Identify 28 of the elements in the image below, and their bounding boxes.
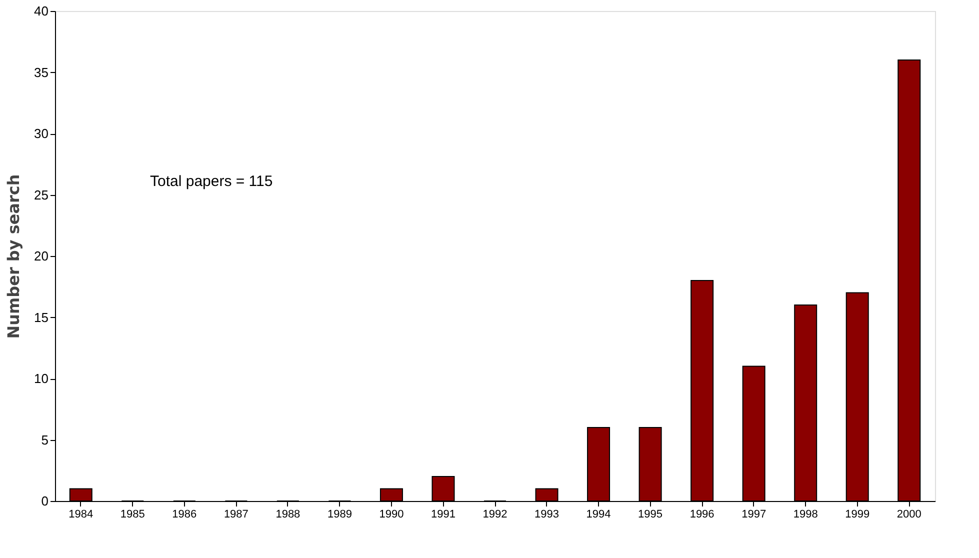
x-tick-label: 1985 [120,508,145,520]
x-tick-label: 1984 [68,508,94,520]
x-tick-label: 1989 [327,508,352,520]
x-tick-label: 1986 [172,508,197,520]
annotation: Total papers = 115 [150,173,273,190]
y-tick-label: 40 [34,4,48,18]
x-tick-label: 1994 [586,508,611,520]
x-tick-label: 1993 [534,508,560,520]
y-tick-label: 35 [34,64,48,80]
x-tick-label: 1988 [276,508,300,520]
x-tick-label: 2000 [896,508,922,520]
x-tick-label: 1997 [742,508,766,520]
x-tick-label: 1995 [638,508,663,520]
x-tick-label: 1999 [845,508,870,520]
y-tick-label: 10 [34,371,48,386]
x-tick-label: 1990 [379,508,404,520]
x-tick-label: 1987 [224,508,248,520]
y-tick-label: 15 [34,310,48,325]
y-tick-label: 5 [41,432,48,448]
x-tick-label: 1991 [430,508,456,520]
y-axis-title: Number by search [4,174,24,339]
x-tick-label: 1992 [482,508,508,520]
x-tick-label: 1996 [690,508,714,520]
y-tick-label: 30 [34,126,48,141]
x-tick-label: 1998 [793,508,818,520]
y-tick-label: 0 [41,494,48,508]
y-tick-label: 25 [34,187,48,202]
y-tick-label: 20 [34,248,48,264]
